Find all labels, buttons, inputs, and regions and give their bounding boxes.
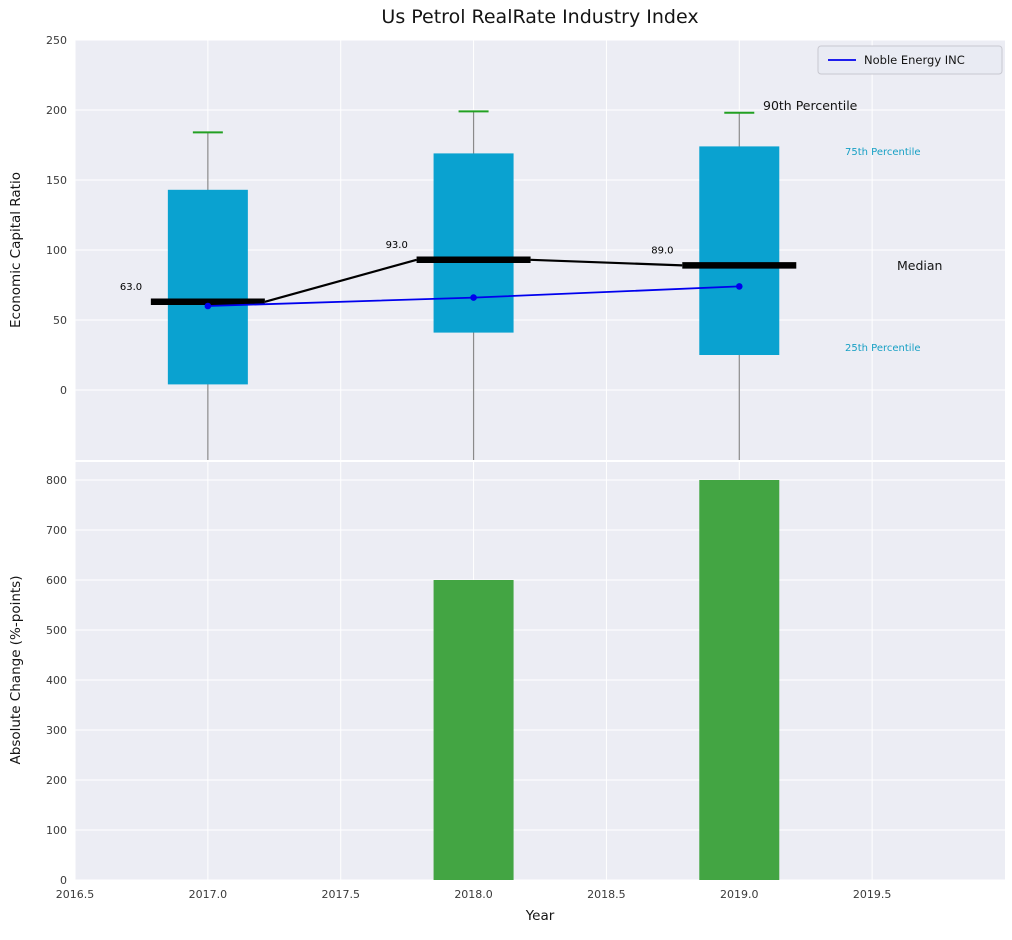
annotation-90th-percentile: 90th Percentile <box>763 98 858 113</box>
top-y-tick-label: 200 <box>46 104 67 117</box>
median-connector <box>530 258 683 267</box>
annotation-median: Median <box>897 258 942 273</box>
top-y-tick-label: 150 <box>46 174 67 187</box>
company-point <box>735 283 743 290</box>
legend-box <box>817 45 1003 75</box>
box-2017 <box>167 189 248 385</box>
legend-label: Noble Energy INC <box>864 53 965 67</box>
x-tick-label: 2019.5 <box>853 888 892 901</box>
bar-2019 <box>699 480 780 880</box>
bar-2018 <box>433 580 514 880</box>
bottom-plot-background <box>75 462 1005 880</box>
top-y-tick-label: 100 <box>46 244 67 257</box>
bottom-y-tick-label: 200 <box>46 774 67 787</box>
bottom-y-tick-label: 600 <box>46 574 67 587</box>
x-tick-label: 2018.0 <box>454 888 493 901</box>
median-value-label: 93.0 <box>386 240 408 251</box>
company-point <box>470 294 477 301</box>
bottom-y-tick-label: 300 <box>46 724 67 737</box>
top-y-tick-label: 250 <box>46 34 67 47</box>
chart-title: Us Petrol RealRate Industry Index <box>381 6 699 28</box>
x-tick-label: 2016.5 <box>56 888 95 901</box>
median-value-label: 89.0 <box>651 245 673 256</box>
bottom-y-tick-label: 800 <box>46 474 67 487</box>
annotation-75th-percentile: 75th Percentile <box>845 147 921 158</box>
annotation-25th-percentile: 25th Percentile <box>845 343 921 354</box>
bottom-y-tick-label: 0 <box>60 874 67 887</box>
company-point <box>204 302 212 310</box>
x-tick-label: 2017.0 <box>189 888 228 901</box>
bottom-y-tick-label: 100 <box>46 824 67 837</box>
bottom-y-tick-label: 700 <box>46 524 67 537</box>
top-y-tick-label: 50 <box>53 314 67 327</box>
bottom-y-tick-label: 500 <box>46 624 67 637</box>
median-value-label: 63.0 <box>120 282 142 293</box>
x-axis-label: Year <box>525 908 555 924</box>
x-tick-label: 2017.5 <box>321 888 360 901</box>
bottom-y-tick-label: 400 <box>46 674 67 687</box>
median-connector <box>264 258 417 303</box>
top-y-tick-label: 0 <box>60 384 67 397</box>
x-tick-label: 2019.0 <box>720 888 759 901</box>
x-tick-label: 2018.5 <box>587 888 626 901</box>
box-2018 <box>433 153 514 333</box>
box-2019 <box>699 146 780 355</box>
